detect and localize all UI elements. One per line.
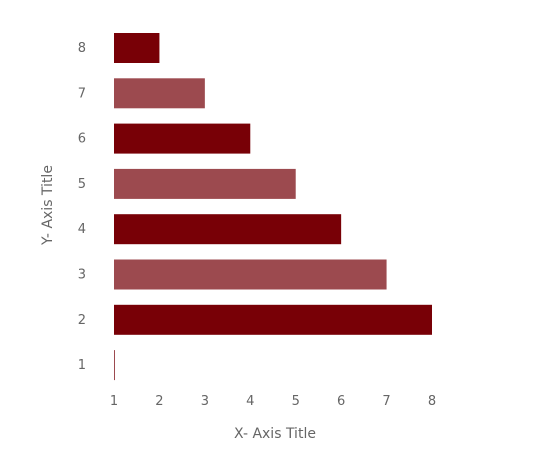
x-tick-label: 2 [155,394,163,409]
bar-7 [114,78,205,109]
x-tick-labels: 1 2 3 4 5 6 7 8 [110,394,436,409]
y-axis-title: Y- Axis Title [40,165,56,246]
y-tick-label: 5 [78,177,86,192]
x-tick-label: 4 [246,394,254,409]
y-tick-label: 6 [78,132,86,147]
x-tick-label: 6 [337,394,345,409]
y-tick-labels: 1 2 3 4 5 6 7 8 [78,41,86,373]
bar-4 [114,214,342,245]
y-tick-label: 7 [78,86,86,101]
y-tick-label: 8 [78,41,86,56]
bar-5 [114,168,296,199]
y-tick-label: 2 [78,313,86,328]
x-tick-label: 3 [201,394,209,409]
bar-6 [114,123,251,154]
x-axis-title: X- Axis Title [234,426,316,442]
y-tick-label: 4 [78,222,86,237]
x-tick-label: 1 [110,394,118,409]
x-tick-label: 7 [382,394,390,409]
bars-group [114,33,432,381]
bar-2 [114,304,432,335]
x-tick-label: 8 [428,394,436,409]
bar-1 [114,350,115,381]
bar-8 [114,33,160,63]
y-tick-label: 1 [78,358,86,373]
y-tick-label: 3 [78,268,86,283]
x-tick-label: 5 [292,394,300,409]
bar-3 [114,259,387,290]
